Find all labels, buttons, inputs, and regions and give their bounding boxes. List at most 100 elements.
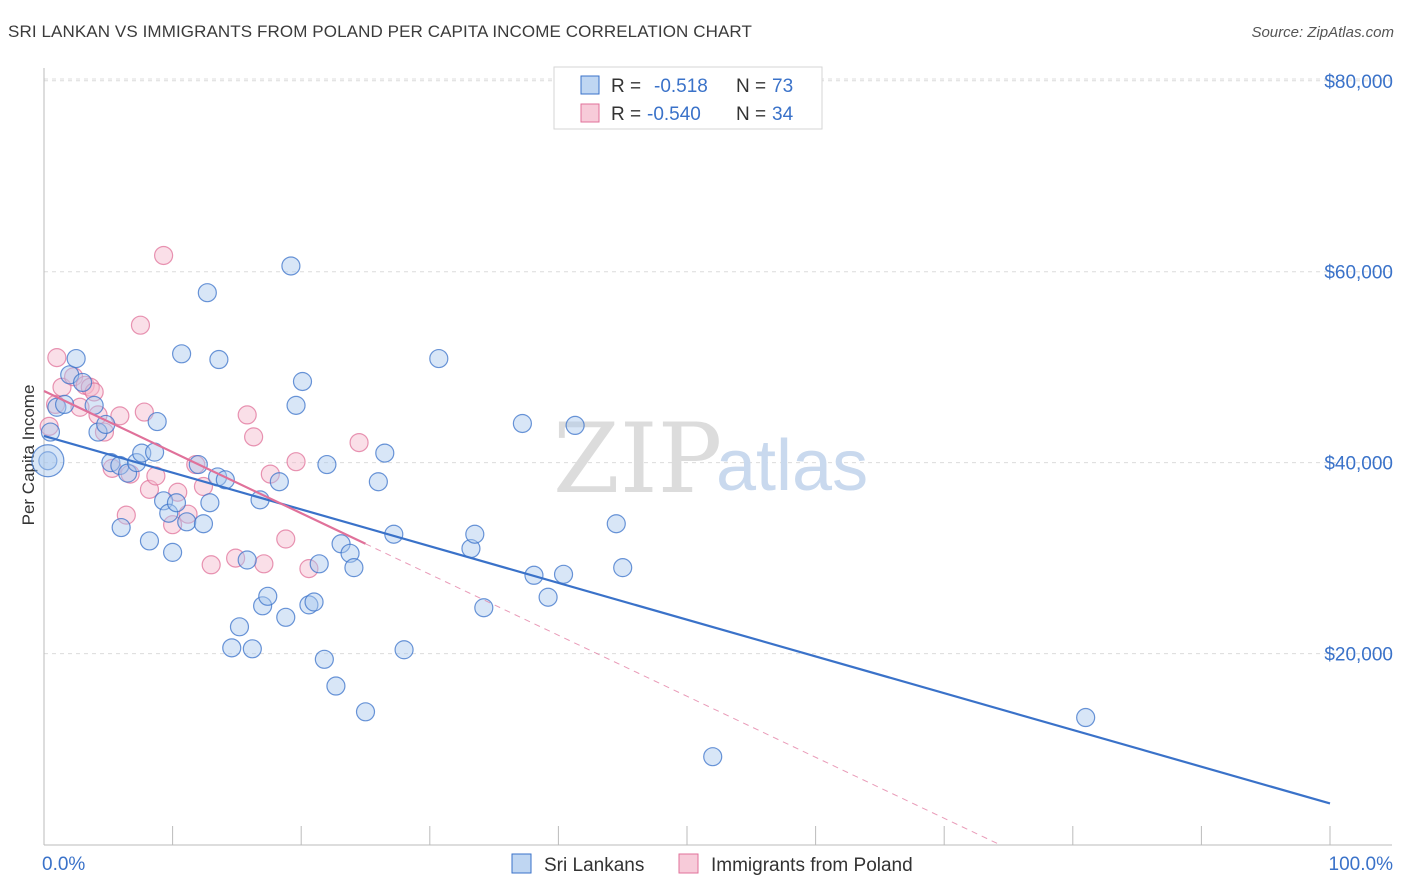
data-point [110,406,130,426]
data-point [163,542,183,562]
data-point [66,348,86,369]
legend-label-poland: Immigrants from Poland [711,855,913,876]
data-point [375,443,395,463]
stats-n-value-pink: 34 [772,104,794,125]
source-credit: Source: ZipAtlas.com [1251,24,1394,41]
data-point [281,256,301,276]
chart-title: SRI LANKAN VS IMMIGRANTS FROM POLAND PER… [8,22,752,41]
stats-r-label-pink: R = [611,104,641,125]
legend-swatch-sri-lankans [511,853,532,874]
data-point [94,422,115,442]
data-point [606,514,626,534]
data-point [286,452,306,472]
data-point [703,747,723,767]
data-point [130,315,151,335]
data-point [344,558,364,578]
trend-extension-poland [365,543,1000,845]
trend-line-poland [43,390,366,545]
data-point [465,524,485,544]
data-point [299,559,319,579]
legend: Sri Lankans Immigrants from Poland [511,853,913,876]
data-point [613,558,633,578]
data-point [269,472,289,492]
data-point [368,472,388,492]
watermark-zip: ZIP [553,403,722,515]
data-point [193,514,214,534]
data-point [355,702,376,722]
data-point [229,617,250,637]
data-point [394,640,414,660]
data-point [244,427,264,447]
y-tick-labels: $20,000 $40,000 $60,000 $80,000 [1324,72,1393,666]
data-point [276,607,296,627]
data-point [209,349,229,370]
stats-swatch-blue [580,75,600,95]
data-point [168,482,188,502]
stats-n-label-pink: N = [736,104,766,125]
data-point [237,405,257,425]
data-point [253,596,273,616]
data-point [1076,707,1096,728]
legend-swatch-poland [678,853,699,874]
data-point [565,415,585,436]
data-point [153,245,174,266]
data-point [197,283,217,303]
series-sri-lankans [31,256,1096,767]
stats-n-value-blue: 73 [772,76,793,97]
data-point [166,493,187,513]
data-point [147,411,167,432]
data-point [292,371,313,392]
data-point [258,586,278,606]
data-point [178,504,198,524]
data-point [102,458,122,478]
data-point [47,348,67,368]
y-tick-label: $80,000 [1324,72,1393,93]
data-point [429,348,449,369]
data-point [134,402,154,422]
data-point [172,344,192,364]
y-tick-label: $20,000 [1324,645,1393,666]
data-point [553,564,574,584]
stats-swatch-pink [580,103,600,123]
data-point [72,372,93,393]
data-point [474,598,494,618]
data-point [222,638,242,658]
data-point [39,416,59,436]
stats-r-value-pink: -0.540 [647,104,701,125]
data-point [340,543,360,563]
trend-line-sri-lankans [43,434,1331,805]
watermark-atlas: atlas [716,426,868,506]
data-point-large [31,444,65,478]
data-point [201,555,221,575]
y-tick-label: $60,000 [1324,263,1393,284]
data-point [254,554,274,574]
data-point [159,503,179,523]
data-point [276,529,296,549]
stats-r-value-blue: -0.518 [654,76,708,97]
trend-lines [43,390,1331,845]
data-point [286,395,306,415]
data-point [242,639,262,659]
data-point [116,505,136,525]
stats-box: R = -0.518 N = 73 R = -0.540 N = 34 [553,66,823,130]
y-axis-label: Per Capita Income [19,385,38,526]
data-point [349,432,369,453]
stats-n-label-blue: N = [736,76,766,97]
data-point [326,676,346,696]
y-tick-label: $40,000 [1324,454,1393,475]
data-point [177,512,197,532]
data-point [38,451,58,471]
data-point [309,554,329,574]
data-point [237,550,257,570]
axes [43,68,1392,846]
data-point [317,454,337,475]
data-point [314,649,334,669]
data-point [512,413,532,434]
data-point [200,493,220,513]
data-point [163,515,183,535]
data-point [538,587,558,607]
x-tick-labels: 0.0% 100.0% [42,854,1393,875]
data-point [111,517,131,538]
data-point [299,595,319,615]
data-point [304,592,324,612]
